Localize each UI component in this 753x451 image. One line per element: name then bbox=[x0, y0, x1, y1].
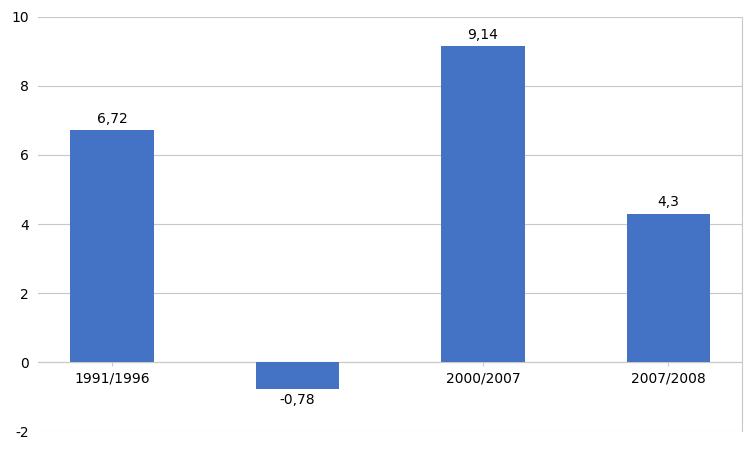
Bar bbox=[256, 362, 339, 389]
Bar bbox=[441, 46, 525, 362]
Text: 9,14: 9,14 bbox=[468, 28, 498, 42]
Text: 6,72: 6,72 bbox=[97, 112, 127, 126]
Text: 4,3: 4,3 bbox=[657, 195, 679, 209]
Bar bbox=[71, 130, 154, 362]
Text: -0,78: -0,78 bbox=[279, 393, 316, 407]
Bar bbox=[626, 214, 710, 362]
